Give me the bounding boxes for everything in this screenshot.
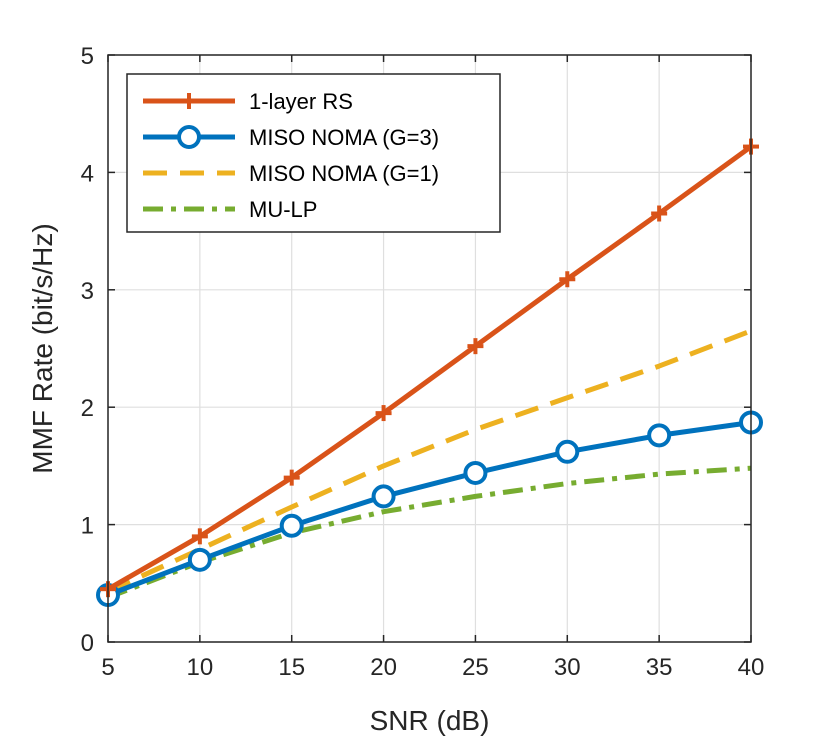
x-tick-label: 25 bbox=[462, 654, 489, 681]
axis-ticks: 5 10 15 20 25 30 35 40 0 1 2 3 4 5 bbox=[81, 43, 765, 681]
legend-label: MU-LP bbox=[249, 197, 317, 222]
y-tick-label: 2 bbox=[81, 395, 94, 422]
data-point-1-layer-rs bbox=[559, 271, 576, 288]
legend-label: MISO NOMA (G=3) bbox=[249, 125, 439, 150]
series-line-miso-noma-g-1 bbox=[106, 328, 752, 594]
y-axis-title: MMF Rate (bit/s/Hz) bbox=[27, 223, 58, 473]
legend-entry-1-layer-rs: 1-layer RS bbox=[143, 89, 353, 114]
series-miso-noma-g-1 bbox=[106, 328, 752, 594]
x-tick-label: 5 bbox=[101, 654, 114, 681]
x-tick-label: 10 bbox=[187, 654, 214, 681]
legend-entry-mu-lp: MU-LP bbox=[143, 197, 317, 222]
y-tick-label: 5 bbox=[81, 43, 94, 70]
data-point-1-layer-rs bbox=[467, 338, 484, 355]
y-tick-label: 3 bbox=[81, 278, 94, 305]
legend-label: 1-layer RS bbox=[249, 89, 353, 114]
legend-marker-1-layer-rs bbox=[181, 93, 197, 109]
data-point-miso-noma-g-3 bbox=[647, 423, 672, 448]
data-point-1-layer-rs bbox=[651, 205, 668, 222]
y-tick-label: 1 bbox=[81, 513, 94, 540]
x-tick-label: 30 bbox=[554, 654, 581, 681]
data-point-1-layer-rs bbox=[191, 528, 208, 545]
x-tick-label: 20 bbox=[370, 654, 397, 681]
data-point-1-layer-rs bbox=[375, 405, 392, 422]
data-point-miso-noma-g-3 bbox=[463, 460, 488, 485]
data-point-miso-noma-g-3 bbox=[279, 513, 304, 538]
legend-entry-miso-noma-g-3: MISO NOMA (G=3) bbox=[143, 125, 439, 150]
x-axis-title: SNR (dB) bbox=[370, 705, 490, 736]
y-tick-label: 0 bbox=[81, 630, 94, 657]
plot-frame bbox=[107, 54, 752, 643]
y-tick-label: 4 bbox=[81, 160, 94, 187]
data-point-1-layer-rs bbox=[283, 469, 300, 486]
legend-entry-miso-noma-g-1: MISO NOMA (G=1) bbox=[143, 161, 439, 186]
series-mu-lp bbox=[107, 465, 752, 600]
data-point-miso-noma-g-3 bbox=[371, 484, 396, 509]
legend-marker-miso-noma-g-3 bbox=[177, 125, 201, 149]
x-tick-label: 15 bbox=[278, 654, 305, 681]
series-line-mu-lp bbox=[107, 465, 752, 600]
data-point-miso-noma-g-3 bbox=[555, 439, 580, 464]
series-line-1-layer-rs bbox=[106, 144, 753, 592]
data-point-miso-noma-g-3 bbox=[187, 547, 212, 572]
legend-label: MISO NOMA (G=1) bbox=[249, 161, 439, 186]
series-line-miso-noma-g-3 bbox=[107, 420, 752, 598]
x-tick-label: 35 bbox=[646, 654, 673, 681]
x-tick-label: 40 bbox=[738, 654, 765, 681]
legend: 1-layer RS MISO NOMA (G=3) MISO NOMA (G=1)… bbox=[126, 73, 501, 233]
